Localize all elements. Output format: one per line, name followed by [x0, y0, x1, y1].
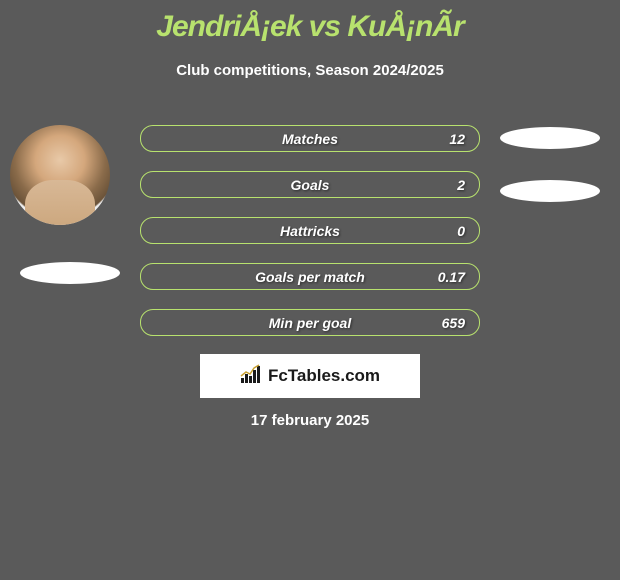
brand-box[interactable]: FcTables.com — [200, 354, 420, 398]
shadow-ellipse-right-1 — [500, 127, 600, 149]
stat-label: Goals per match — [255, 269, 365, 285]
stat-label: Goals — [291, 177, 330, 193]
date-text: 17 february 2025 — [0, 412, 620, 429]
shadow-ellipse-right-2 — [500, 180, 600, 202]
shadow-ellipse-left — [20, 262, 120, 284]
stat-value: 0 — [457, 223, 465, 239]
brand-text: FcTables.com — [268, 366, 380, 386]
stat-label: Matches — [282, 131, 338, 147]
stat-value: 12 — [449, 131, 465, 147]
stat-row: Min per goal 659 — [140, 309, 480, 336]
stat-value: 0.17 — [438, 269, 465, 285]
stat-row: Goals per match 0.17 — [140, 263, 480, 290]
comparison-title: JendriÅ¡ek vs KuÅ¡nÃr — [0, 0, 620, 44]
stat-row: Hattricks 0 — [140, 217, 480, 244]
stat-row: Matches 12 — [140, 125, 480, 152]
chart-bars-icon — [240, 364, 262, 389]
stat-label: Min per goal — [269, 315, 351, 331]
stat-label: Hattricks — [280, 223, 340, 239]
stat-row: Goals 2 — [140, 171, 480, 198]
stat-value: 659 — [442, 315, 465, 331]
player-avatar-left — [10, 125, 110, 225]
stats-table: Matches 12 Goals 2 Hattricks 0 Goals per… — [140, 125, 480, 355]
season-subtitle: Club competitions, Season 2024/2025 — [0, 62, 620, 79]
stat-value: 2 — [457, 177, 465, 193]
